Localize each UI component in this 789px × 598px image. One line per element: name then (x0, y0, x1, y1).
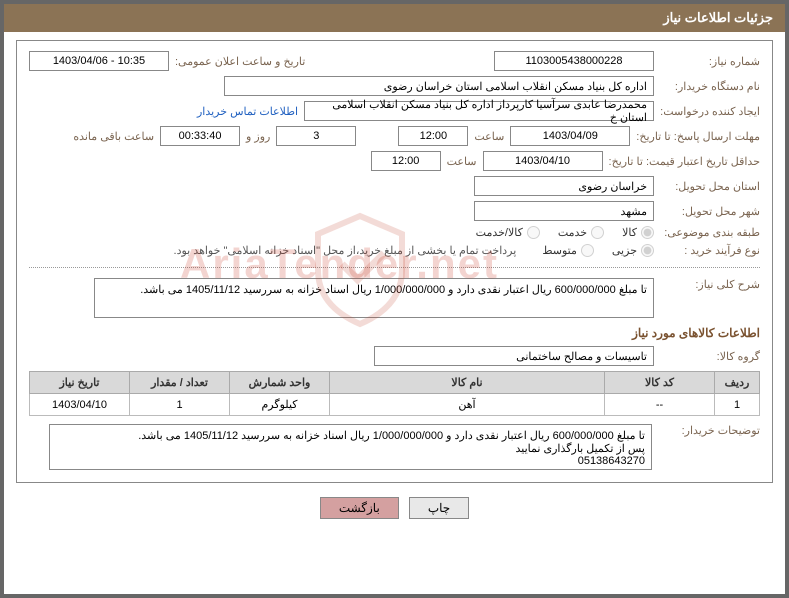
cell-row: 1 (715, 394, 760, 416)
header-title: جزئیات اطلاعات نیاز (4, 4, 785, 32)
th-qty: تعداد / مقدار (130, 372, 230, 394)
print-button[interactable]: چاپ (409, 497, 469, 519)
field-deadline-date: 1403/04/09 (510, 126, 630, 146)
payment-note: پرداخت تمام یا بخشی از مبلغ خرید،از محل … (174, 244, 517, 257)
field-remain-days: 3 (276, 126, 356, 146)
cell-date: 1403/04/10 (30, 394, 130, 416)
label-need-no: شماره نیاز: (660, 55, 760, 68)
label-buyer-notes: توضیحات خریدار: (660, 424, 760, 437)
field-announce-dt: 1403/04/06 - 10:35 (29, 51, 169, 71)
field-remain-time: 00:33:40 (160, 126, 240, 146)
label-province: استان محل تحویل: (660, 180, 760, 193)
subject-radio-group: کالا خدمت کالا/خدمت (476, 226, 654, 239)
label-requester: ایجاد کننده درخواست: (660, 105, 760, 118)
th-code: کد کالا (605, 372, 715, 394)
label-announce-dt: تاریخ و ساعت اعلان عمومی: (175, 55, 305, 68)
field-goods-group: تاسیسات و مصالح ساختمانی (374, 346, 654, 366)
back-button[interactable]: بازگشت (320, 497, 399, 519)
items-table: ردیف کد کالا نام کالا واحد شمارش تعداد /… (29, 371, 760, 416)
buyer-contact-link[interactable]: اطلاعات تماس خریدار (197, 105, 298, 118)
th-date: تاریخ نیاز (30, 372, 130, 394)
buyer-notes-box: تا مبلغ 600/000/000 ریال اعتبار نقدی دار… (49, 424, 652, 470)
field-validity-time: 12:00 (371, 151, 441, 171)
field-buyer-org: اداره کل بنیاد مسکن انقلاب اسلامی استان … (224, 76, 654, 96)
radio-kala-khedmat[interactable]: کالا/خدمت (476, 226, 540, 239)
label-buyer-org: نام دستگاه خریدار: (660, 80, 760, 93)
th-name: نام کالا (330, 372, 605, 394)
field-province: خراسان رضوی (474, 176, 654, 196)
label-remain: ساعت باقی مانده (73, 130, 154, 143)
label-city: شهر محل تحویل: (660, 205, 760, 218)
field-validity-date: 1403/04/10 (483, 151, 603, 171)
field-requester: محمدرضا عابدی سرآسیا کارپرداز اداره کل ب… (304, 101, 654, 121)
th-unit: واحد شمارش (230, 372, 330, 394)
divider (29, 267, 760, 268)
label-days-and: روز و (246, 130, 270, 143)
cell-unit: کیلوگرم (230, 394, 330, 416)
field-need-no: 1103005438000228 (494, 51, 654, 71)
label-process-type: نوع فرآیند خرید : (660, 244, 760, 257)
radio-kala[interactable]: کالا (622, 226, 654, 239)
cell-code: -- (605, 394, 715, 416)
form-container: شماره نیاز: 1103005438000228 تاریخ و ساع… (16, 40, 773, 483)
label-general-desc: شرح کلی نیاز: (660, 278, 760, 291)
label-subject-class: طبقه بندی موضوعی: (660, 226, 760, 239)
radio-jozi[interactable]: جزیی (612, 244, 654, 257)
th-row: ردیف (715, 372, 760, 394)
items-section-title: اطلاعات کالاهای مورد نیاز (29, 326, 760, 340)
radio-khedmat[interactable]: خدمت (558, 226, 604, 239)
label-deadline: مهلت ارسال پاسخ: تا تاریخ: (636, 130, 760, 143)
label-hour-1: ساعت (474, 130, 504, 143)
label-hour-2: ساعت (447, 155, 477, 168)
label-goods-group: گروه کالا: (660, 350, 760, 363)
label-validity: حداقل تاریخ اعتبار قیمت: تا تاریخ: (609, 155, 760, 168)
cell-qty: 1 (130, 394, 230, 416)
table-row: 1 -- آهن کیلوگرم 1 1403/04/10 (30, 394, 760, 416)
cell-name: آهن (330, 394, 605, 416)
field-city: مشهد (474, 201, 654, 221)
radio-motavaset[interactable]: متوسط (542, 244, 594, 257)
field-deadline-time: 12:00 (398, 126, 468, 146)
process-radio-group: جزیی متوسط (542, 244, 654, 257)
general-desc-box[interactable]: تا مبلغ 600/000/000 ریال اعتبار نقدی دار… (94, 278, 654, 318)
